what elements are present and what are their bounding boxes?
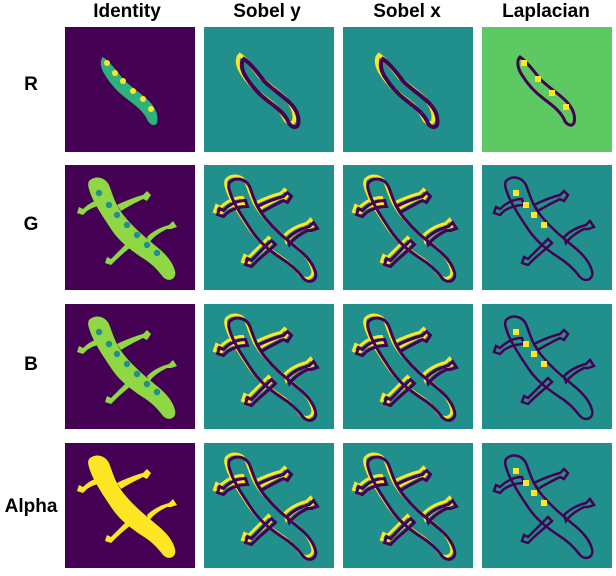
cell-alpha-sobel-x — [343, 443, 473, 568]
cell-b-laplacian — [482, 304, 612, 429]
column-header-identity: Identity — [93, 1, 161, 22]
filter-image-g-identity — [65, 165, 195, 290]
filter-image-alpha-identity — [65, 443, 195, 568]
row-label-r: R — [24, 74, 38, 95]
filter-image-b-identity — [65, 304, 195, 429]
filter-image-alpha-sobel-y — [204, 443, 334, 568]
cell-r-identity — [65, 27, 195, 152]
cell-r-sobel-y — [204, 27, 334, 152]
cell-g-identity — [65, 165, 195, 290]
cell-g-sobel-x — [343, 165, 473, 290]
filter-image-b-sobel-x — [343, 304, 473, 429]
cell-r-sobel-x — [343, 27, 473, 152]
cell-b-sobel-x — [343, 304, 473, 429]
filter-image-g-sobel-y — [204, 165, 334, 290]
filter-image-alpha-laplacian — [482, 443, 612, 568]
filter-image-r-sobel-x — [343, 27, 473, 152]
filter-image-b-laplacian — [482, 304, 612, 429]
cell-r-laplacian — [482, 27, 612, 152]
filter-image-b-sobel-y — [204, 304, 334, 429]
row-label-alpha: Alpha — [4, 496, 58, 517]
column-header-sobel-x: Sobel x — [373, 1, 441, 22]
column-header-sobel-y: Sobel y — [233, 1, 301, 22]
filter-image-r-sobel-y — [204, 27, 334, 152]
filter-image-g-laplacian — [482, 165, 612, 290]
filter-image-r-laplacian — [482, 27, 612, 152]
cell-g-laplacian — [482, 165, 612, 290]
cell-alpha-laplacian — [482, 443, 612, 568]
cell-g-sobel-y — [204, 165, 334, 290]
row-label-b: B — [24, 354, 38, 375]
cell-b-identity — [65, 304, 195, 429]
cell-alpha-sobel-y — [204, 443, 334, 568]
column-header-laplacian: Laplacian — [502, 1, 590, 22]
filter-image-r-identity — [65, 27, 195, 152]
cell-b-sobel-y — [204, 304, 334, 429]
filter-image-alpha-sobel-x — [343, 443, 473, 568]
row-label-g: G — [23, 214, 39, 235]
filter-image-g-sobel-x — [343, 165, 473, 290]
cell-alpha-identity — [65, 443, 195, 568]
